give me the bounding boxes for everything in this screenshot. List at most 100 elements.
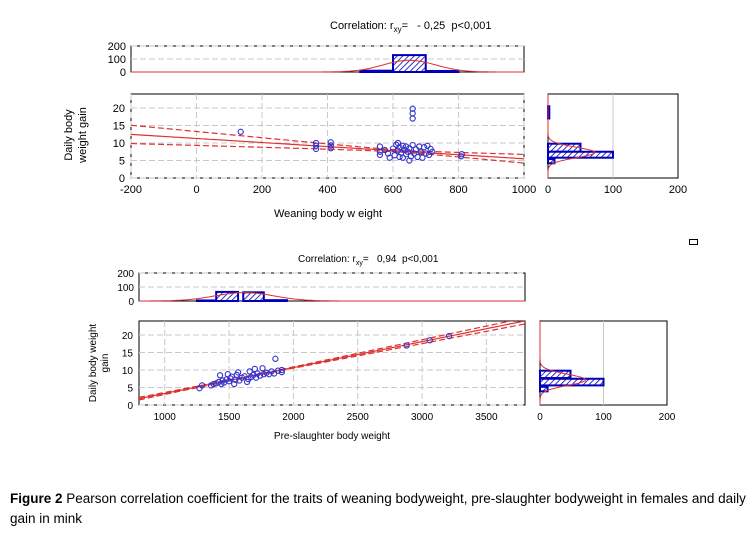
scatter-point	[409, 105, 416, 112]
y-axis-label-line1: Daily body	[63, 109, 75, 161]
right-histogram-x-tick-label: 100	[604, 184, 622, 196]
scatter-point	[426, 337, 433, 344]
y-tick-label: 0	[119, 173, 125, 185]
top-histogram-bar	[392, 54, 427, 73]
small-marker	[689, 239, 698, 245]
y-tick-label: 20	[113, 103, 125, 115]
scatter-point	[327, 139, 334, 146]
top-histogram-y-tick-label: 200	[108, 41, 126, 53]
right-histogram-bar	[539, 385, 549, 393]
scatter-point	[312, 139, 320, 147]
scatter-point	[234, 369, 242, 376]
scatter-point	[231, 380, 238, 388]
x-tick-label: 400	[318, 184, 336, 196]
right-histogram-normal-curve	[547, 94, 596, 178]
scatter-point	[210, 380, 217, 388]
scatter-point	[425, 151, 433, 159]
x-tick-label: 2500	[347, 412, 370, 423]
top-histogram-normal-curve	[139, 292, 525, 302]
scatter-point	[246, 368, 253, 375]
scatter-point	[419, 154, 426, 161]
top-histogram-y-tick-label: 100	[117, 283, 134, 294]
confidence-band-lower	[139, 323, 525, 401]
top-histogram-bar	[195, 299, 218, 303]
scatter-point	[376, 151, 384, 159]
top-histogram-bar	[359, 69, 394, 73]
scatter-point	[312, 145, 320, 153]
x-tick-label: 3000	[411, 412, 434, 423]
right-histogram-bar	[539, 377, 605, 387]
right-histogram-bar	[547, 150, 614, 159]
x-axis-label: Pre-slaughter body weight	[274, 431, 390, 442]
x-tick-label: 1000	[154, 412, 177, 423]
right-histogram-bar	[547, 158, 556, 165]
x-tick-label: 0	[193, 184, 199, 196]
top-histogram-y-tick-label: 100	[108, 54, 126, 66]
top-histogram-bar	[424, 69, 460, 73]
x-tick-label: 600	[384, 184, 402, 196]
scatter-point	[216, 372, 224, 379]
right-histogram-x-tick-label: 100	[595, 412, 612, 423]
scatter-point	[327, 142, 334, 149]
figure-caption: Figure 2 Pearson correlation coefficient…	[10, 489, 750, 529]
scatter-point	[403, 342, 410, 349]
scatter-point	[327, 145, 334, 152]
x-tick-label: 2000	[282, 412, 305, 423]
right-histogram-x-tick-label: 0	[537, 412, 543, 423]
correlation-title: Correlation: rxy= - 0,25 p<0,001	[330, 20, 491, 34]
x-tick-label: 1000	[512, 184, 536, 196]
top-histogram-bar	[215, 290, 240, 302]
scatter-point	[381, 146, 388, 154]
y-tick-label: 10	[113, 138, 125, 150]
y-axis-label-line2: gain	[100, 354, 111, 373]
scatter-point	[278, 366, 285, 374]
top-histogram-bar	[264, 299, 288, 303]
x-tick-label: -200	[120, 184, 142, 196]
right-histogram-x-tick-label: 0	[545, 184, 551, 196]
correlation-title: Correlation: rxy= 0,94 p<0,001	[298, 254, 439, 267]
scatter-point	[420, 144, 428, 151]
regression-line	[139, 321, 525, 400]
scatter-point	[237, 128, 244, 135]
scatter-point	[406, 145, 413, 152]
confidence-band-upper	[139, 321, 514, 398]
scatter-point	[386, 154, 393, 161]
x-axis-label: Weaning body w eight	[274, 208, 382, 220]
y-axis-label-line1: Daily body weight	[88, 324, 99, 403]
x-tick-label: 3500	[475, 412, 498, 423]
right-histogram-normal-curve	[539, 321, 587, 405]
scatter-point	[198, 382, 206, 389]
top-histogram-normal-curve	[131, 59, 524, 73]
scatter-point	[445, 332, 453, 340]
top-histogram-bar	[242, 291, 265, 303]
y-tick-label: 5	[127, 384, 133, 395]
scatter-point	[458, 151, 465, 158]
scatter-frame	[138, 320, 526, 406]
y-tick-label: 15	[122, 349, 134, 360]
panel-weaning: Correlation: rxy= - 0,25 p<0,001 Weaning…	[63, 20, 687, 220]
confidence-band-upper	[131, 124, 524, 155]
caption-text: Pearson correlation coefficient for the …	[10, 491, 746, 526]
scatter-point	[409, 141, 416, 149]
y-tick-label: 0	[127, 401, 133, 412]
right-histogram-x-tick-label: 200	[669, 184, 687, 196]
scatter-point	[399, 154, 406, 161]
scatter-point	[409, 110, 416, 117]
y-tick-label: 15	[113, 121, 125, 133]
y-tick-label: 5	[119, 156, 125, 168]
scatter-point	[422, 150, 429, 157]
top-histogram-y-tick-label: 0	[128, 297, 134, 308]
y-tick-label: 20	[122, 331, 134, 342]
caption-label: Figure 2	[10, 491, 63, 506]
scatter-point	[278, 368, 285, 376]
y-tick-label: 10	[122, 366, 134, 377]
scatter-point	[274, 367, 282, 374]
right-histogram-x-tick-label: 200	[659, 412, 676, 423]
scatter-point	[256, 372, 264, 379]
x-tick-label: 200	[253, 184, 271, 196]
scatter-point	[424, 142, 431, 149]
x-tick-label: 1500	[218, 412, 241, 423]
x-tick-label: 800	[449, 184, 467, 196]
scatter-point	[429, 148, 436, 155]
